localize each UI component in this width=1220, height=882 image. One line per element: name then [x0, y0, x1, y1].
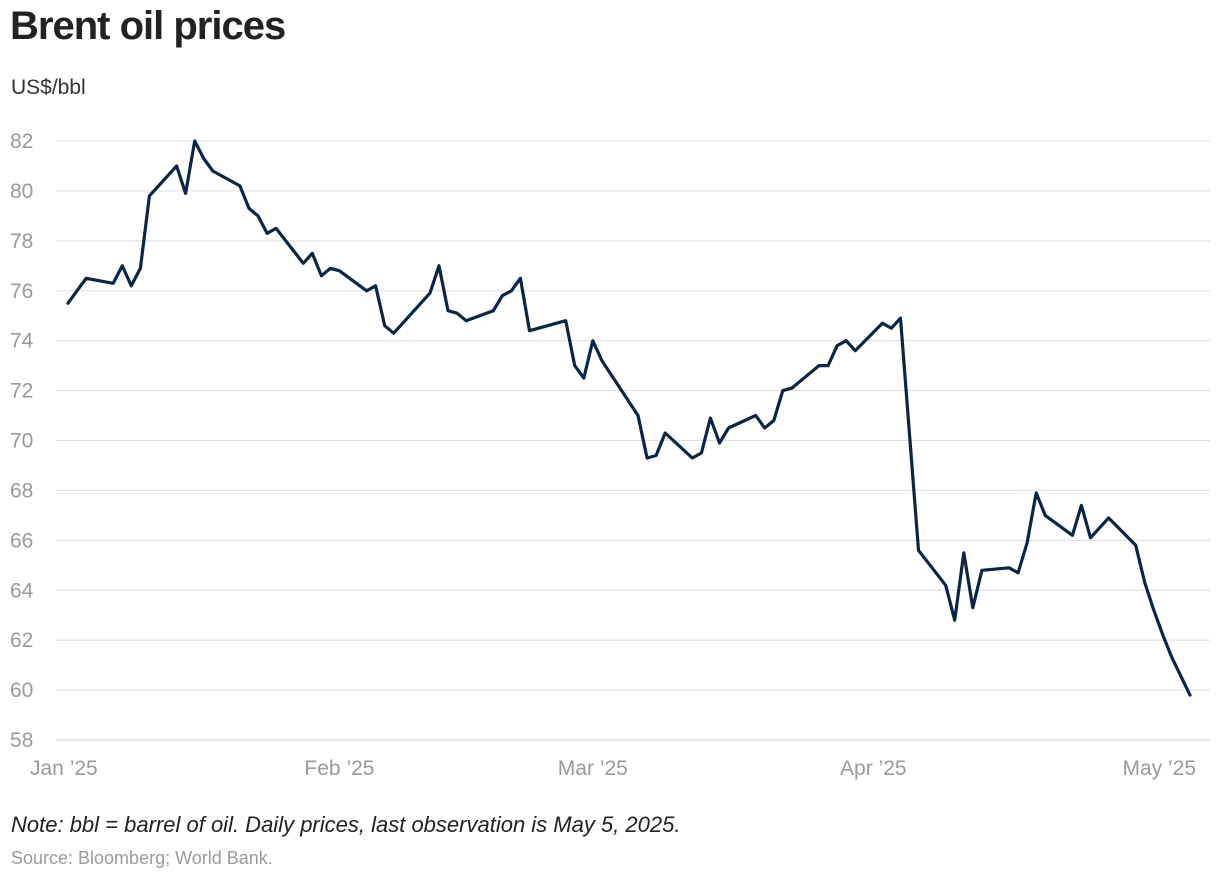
- y-tick-label: 74: [10, 330, 34, 353]
- y-tick-label: 78: [10, 230, 33, 253]
- line-chart: 58 60 62 64 66 68 70 72 74 76 78 80 82 Jan ’25 Feb ’25…: [10, 130, 1210, 780]
- y-tick-label: 60: [10, 679, 33, 702]
- x-tick-label: May ’25: [1122, 757, 1196, 780]
- y-tick-label: 62: [10, 629, 33, 652]
- y-tick-label: 82: [10, 130, 33, 153]
- y-tick-label: 72: [10, 380, 33, 403]
- y-tick-label: 64: [10, 579, 34, 602]
- x-tick-label: Mar ’25: [558, 757, 628, 780]
- y-tick-label: 70: [10, 430, 33, 453]
- x-tick-label: Apr ’25: [840, 757, 907, 780]
- chart-source: Source: Bloomberg; World Bank.: [11, 848, 273, 868]
- y-tick-label: 58: [10, 729, 33, 752]
- y-tick-label: 68: [10, 479, 33, 502]
- y-tick-label: 80: [10, 180, 33, 203]
- brent-price-line: [66, 139, 1192, 697]
- chart-note: Note: bbl = barrel of oil. Daily prices,…: [11, 812, 681, 837]
- x-tick-label: Jan ’25: [30, 757, 98, 780]
- x-tick-label: Feb ’25: [304, 757, 374, 780]
- y-tick-label: 66: [10, 529, 33, 552]
- chart-title: Brent oil prices: [10, 4, 286, 48]
- y-tick-label: 76: [10, 280, 33, 303]
- y-axis-unit-label: US$/bbl: [11, 76, 86, 99]
